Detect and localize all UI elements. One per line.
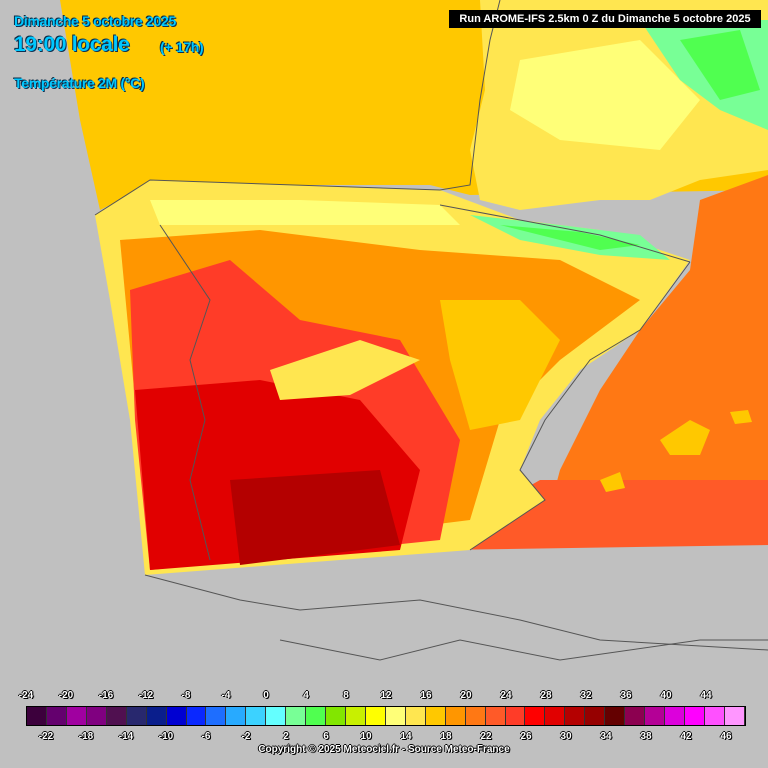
legend-tick-label: -6 (201, 731, 211, 742)
legend-color-cell (126, 707, 147, 725)
legend-tick-label: 30 (560, 731, 572, 742)
legend-color-cell (665, 707, 685, 725)
forecast-date: Dimanche 5 octobre 2025 (14, 13, 176, 29)
legend-tick-label: 42 (680, 731, 692, 742)
legend-color-cell (684, 707, 705, 725)
east-coast (469, 261, 691, 551)
legend-color-cell (565, 707, 586, 725)
legend-tick-label: -4 (221, 690, 231, 701)
alps-cold (680, 30, 760, 100)
legend-tick-label: 38 (640, 731, 652, 742)
legend-color-cell (445, 707, 466, 725)
legend-tick-label: 6 (323, 731, 329, 742)
legend-tick-label: 10 (360, 731, 372, 742)
legend-color-cell (625, 707, 646, 725)
forecast-local-time: 19:00 locale (14, 33, 130, 56)
legend-tick-label: -20 (58, 690, 74, 701)
menorca-island (730, 410, 752, 424)
legend-tick-label: -24 (18, 690, 34, 701)
legend-color-cell (166, 707, 187, 725)
legend-color-cell (226, 707, 247, 725)
legend-tick-label: 20 (460, 690, 472, 701)
legend-color-cell (385, 707, 406, 725)
central-system (270, 340, 420, 400)
legend-color-bar (26, 706, 746, 726)
legend-color-cell (286, 707, 307, 725)
legend-color-cell (46, 707, 67, 725)
legend-tick-label: 8 (343, 690, 349, 701)
legend-tick-label: 40 (660, 690, 672, 701)
legend-tick-label: 36 (620, 690, 632, 701)
legend-tick-label: 32 (580, 690, 592, 701)
legend-tick-label: -2 (241, 731, 251, 742)
france-plateau (510, 40, 700, 150)
guadalquivir-hot (230, 470, 400, 565)
legend-tick-label: -14 (118, 731, 134, 742)
legend-color-cell (485, 707, 506, 725)
mediterranean-east (540, 175, 768, 545)
legend-tick-label: 34 (600, 731, 612, 742)
legend-tick-label: 46 (720, 731, 732, 742)
pyrenees-border (439, 204, 691, 263)
legend-tick-label: -8 (181, 690, 191, 701)
africa-coast (279, 639, 768, 661)
legend-color-cell (106, 707, 127, 725)
legend-color-cell (704, 707, 725, 725)
legend-color-cell (405, 707, 426, 725)
legend-color-cell (66, 707, 87, 725)
legend-color-cell (425, 707, 446, 725)
legend-color-cell (206, 707, 227, 725)
legend-color-cell (86, 707, 107, 725)
legend-color-cell (306, 707, 327, 725)
legend-tick-label: -22 (38, 731, 54, 742)
legend-color-cell (266, 707, 287, 725)
legend-color-cell (246, 707, 267, 725)
legend-tick-label: -10 (158, 731, 174, 742)
legend-tick-label: -12 (138, 690, 154, 701)
legend-color-cell (346, 707, 366, 725)
legend-color-cell (605, 707, 626, 725)
legend-tick-label: 28 (540, 690, 552, 701)
coastline (94, 0, 501, 216)
legend-color-cell (465, 707, 486, 725)
legend-color-cell (505, 707, 526, 725)
legend-color-cell (724, 707, 745, 725)
iberian-range (440, 300, 560, 430)
legend-tick-label: 16 (420, 690, 432, 701)
legend-color-cell (146, 707, 167, 725)
legend-color-cell (27, 707, 47, 725)
legend-tick-label: 18 (440, 731, 452, 742)
legend-color-cell (186, 707, 207, 725)
pyrenees-cold (500, 225, 640, 250)
copyright-notice: Copyright © 2025 Meteociel.fr - Source M… (258, 744, 510, 755)
parameter-label: Température 2M (°C) (14, 75, 145, 91)
legend-tick-label: -16 (98, 690, 114, 701)
run-info-box: Run AROME-IFS 2.5km 0 Z du Dimanche 5 oc… (449, 10, 761, 28)
legend-tick-label: 22 (480, 731, 492, 742)
south-coast (144, 574, 768, 651)
cantabrian-range (150, 200, 460, 225)
portugal-border (159, 224, 211, 561)
legend-color-cell (326, 707, 346, 725)
legend-color-cell (645, 707, 665, 725)
legend-tick-label: 24 (500, 690, 512, 701)
legend-color-cell (365, 707, 386, 725)
legend-color-cell (585, 707, 606, 725)
legend-tick-label: 0 (263, 690, 269, 701)
legend-tick-label: -18 (78, 731, 94, 742)
ibiza-island (600, 472, 625, 492)
forecast-lead-time: (+ 17h) (160, 39, 204, 55)
legend-tick-label: 14 (400, 731, 412, 742)
legend-tick-label: 2 (283, 731, 289, 742)
legend-tick-label: 4 (303, 690, 309, 701)
legend-tick-label: 44 (700, 690, 712, 701)
legend-tick-label: 26 (520, 731, 532, 742)
legend-tick-label: 12 (380, 690, 392, 701)
legend-color-cell (525, 707, 546, 725)
temperature-legend: -24 -20 -16 -12 -8 -4 0 4 8 12 16 20 24 28 32 36 40 44 -22… (0, 686, 768, 756)
mallorca-island (660, 420, 710, 455)
legend-color-cell (545, 707, 566, 725)
